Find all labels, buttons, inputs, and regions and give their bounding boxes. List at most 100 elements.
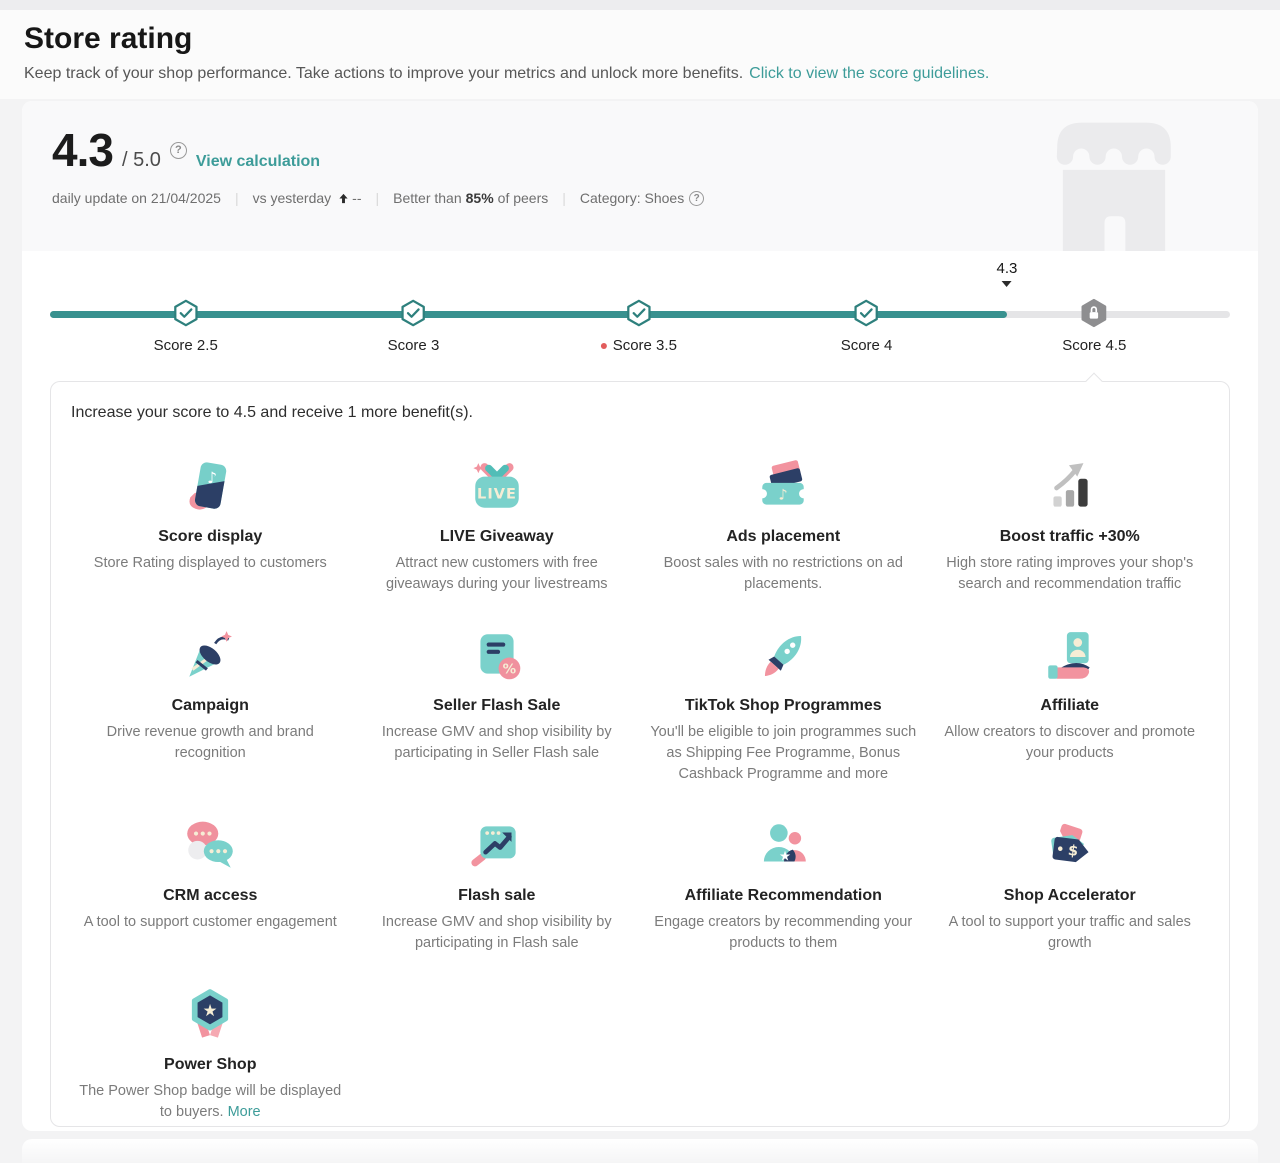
chat-bubbles-icon xyxy=(75,815,346,877)
svg-text:♪: ♪ xyxy=(207,469,217,487)
vs-yesterday-label: vs yesterday xyxy=(252,190,332,206)
benefit-card: ★ Affiliate Recommendation Engage creato… xyxy=(640,815,927,954)
milestone[interactable]: Score 4 xyxy=(840,298,893,354)
view-calculation-link[interactable]: View calculation xyxy=(195,153,321,170)
milestone[interactable]: Score 4.5 xyxy=(1062,298,1126,354)
lock-hexagon-icon xyxy=(1079,298,1109,328)
flash-sale-doc-icon: % xyxy=(362,625,633,687)
benefit-card: ♪ Ads placement Boost sales with no rest… xyxy=(640,456,927,595)
score-max: / 5.0 xyxy=(121,149,161,171)
benefit-desc: A tool to support customer engagement xyxy=(83,914,337,931)
score-value: 4.3 xyxy=(52,124,114,176)
milestone[interactable]: Score 3 xyxy=(387,298,440,354)
benefit-name: Affiliate Recommendation xyxy=(684,887,882,905)
benefit-name: Boost traffic +30% xyxy=(999,528,1140,545)
milestone[interactable]: Score 2.5 xyxy=(154,298,218,354)
benefit-card: ♪ Score display Store Rating displayed t… xyxy=(67,456,354,595)
benefit-name: Affiliate xyxy=(1040,697,1100,715)
benefit-desc: Allow creators to discover and promote y… xyxy=(944,724,1196,762)
benefit-name: Power Shop xyxy=(164,1056,257,1074)
current-score-marker: 4.3 xyxy=(996,260,1018,287)
check-hexagon-icon xyxy=(624,298,654,328)
vs-yesterday-value: -- xyxy=(352,190,362,206)
rocket-icon xyxy=(648,625,919,687)
milestone-label: Score 4 xyxy=(840,337,893,354)
page-subtitle: Keep track of your shop performance. Tak… xyxy=(24,65,1256,83)
benefit-name: Flash sale xyxy=(458,887,536,905)
store-rating-card: 4.3 / 5.0 ? View calculation daily updat… xyxy=(22,101,1258,1131)
svg-text:LIVE: LIVE xyxy=(477,486,517,502)
benefit-desc: You'll be eligible to join programmes su… xyxy=(650,724,917,783)
party-popper-icon xyxy=(75,625,346,687)
benefit-name: CRM access xyxy=(163,887,258,905)
svg-text:%: % xyxy=(502,663,516,678)
benefit-desc: Increase GMV and shop visibility by part… xyxy=(381,724,612,762)
benefit-name: Score display xyxy=(158,528,263,545)
question-circle-icon[interactable]: ? xyxy=(689,190,705,206)
svg-text:★: ★ xyxy=(779,850,791,865)
milestone-label: Score 3 xyxy=(387,337,440,354)
subtitle-text: Keep track of your shop performance. Tak… xyxy=(24,65,744,82)
live-tv-icon: LIVE xyxy=(362,456,633,518)
score-meta-row: daily update on 21/04/2025 | vs yesterda… xyxy=(52,190,1228,206)
benefit-card: % Seller Flash Sale Increase GMV and sho… xyxy=(354,625,641,785)
benefit-card: ★ Power Shop The Power Shop badge will b… xyxy=(67,984,354,1123)
milestone-label: Score 4.5 xyxy=(1062,337,1127,354)
benefit-card: Flash sale Increase GMV and shop visibil… xyxy=(354,815,641,954)
benefit-desc: A tool to support your traffic and sales… xyxy=(948,914,1191,952)
benefits-grid: ♪ Score display Store Rating displayed t… xyxy=(67,456,1213,1123)
progress-fill xyxy=(50,311,1007,318)
benefit-desc: Attract new customers with free giveaway… xyxy=(385,555,608,593)
score-guidelines-link[interactable]: Click to view the score guidelines. xyxy=(749,65,990,82)
benefit-desc: Increase GMV and shop visibility by part… xyxy=(381,914,612,952)
benefit-desc: Drive revenue growth and brand recogniti… xyxy=(106,724,314,762)
category-text: Category: Shoes xyxy=(579,190,685,206)
benefit-desc: Boost sales with no restrictions on ad p… xyxy=(663,555,903,593)
benefit-card: TikTok Shop Programmes You'll be eligibl… xyxy=(640,625,927,785)
divider: | xyxy=(234,190,239,206)
svg-text:♪: ♪ xyxy=(779,487,788,503)
milestone[interactable]: Score 3.5 xyxy=(600,298,677,354)
check-hexagon-icon xyxy=(398,298,428,328)
better-than-value: 85% xyxy=(465,190,494,206)
ad-ticket-icon: ♪ xyxy=(648,456,919,518)
benefit-card: LIVE LIVE Giveaway Attract new customers… xyxy=(354,456,641,595)
better-than-suffix: of peers xyxy=(497,190,549,206)
alert-dot-icon xyxy=(600,342,607,349)
divider: | xyxy=(562,190,566,206)
id-card-hand-icon xyxy=(935,625,1206,687)
traffic-bars-icon xyxy=(935,456,1206,518)
power-badge-icon: ★ xyxy=(75,984,346,1046)
chart-growth-icon xyxy=(362,815,633,877)
check-hexagon-icon xyxy=(852,298,882,328)
storefront-illustration xyxy=(1034,115,1194,251)
benefit-name: Ads placement xyxy=(726,528,841,545)
benefits-heading: Increase your score to 4.5 and receive 1… xyxy=(71,404,473,421)
more-link[interactable]: More xyxy=(227,1104,261,1121)
benefit-name: Seller Flash Sale xyxy=(433,697,561,715)
people-star-icon: ★ xyxy=(648,815,919,877)
page-header: Store rating Keep track of your shop per… xyxy=(0,10,1280,99)
milestone-label: Score 2.5 xyxy=(153,337,218,354)
daily-update-text: daily update on 21/04/2025 xyxy=(52,190,221,206)
price-tags-icon: $ xyxy=(935,815,1206,877)
benefit-desc: High store rating improves your shop's s… xyxy=(946,555,1194,593)
benefit-card: Boost traffic +30% High store rating imp… xyxy=(927,456,1214,595)
benefit-desc: The Power Shop badge will be displayed t… xyxy=(79,1083,342,1121)
benefit-desc: Engage creators by recommending your pro… xyxy=(654,914,913,952)
check-hexagon-icon xyxy=(171,298,201,328)
score-summary: 4.3 / 5.0 ? View calculation daily updat… xyxy=(22,101,1258,251)
question-circle-icon[interactable]: ? xyxy=(169,141,187,159)
benefit-name: LIVE Giveaway xyxy=(439,528,554,545)
benefit-card: $ Shop Accelerator A tool to support you… xyxy=(927,815,1214,954)
benefit-card: Campaign Drive revenue growth and brand … xyxy=(67,625,354,785)
current-score-value: 4.3 xyxy=(996,260,1018,277)
better-than-prefix: Better than xyxy=(393,190,462,206)
benefits-panel: Increase your score to 4.5 and receive 1… xyxy=(50,372,1230,1127)
score-progress: 4.3 Score 2.5 xyxy=(50,251,1230,381)
milestone-label: Score 3.5 xyxy=(612,337,677,354)
arrow-up-icon xyxy=(338,193,349,204)
benefit-desc: Store Rating displayed to customers xyxy=(93,555,327,571)
svg-text:★: ★ xyxy=(203,1001,218,1020)
benefit-name: Shop Accelerator xyxy=(1003,887,1136,905)
